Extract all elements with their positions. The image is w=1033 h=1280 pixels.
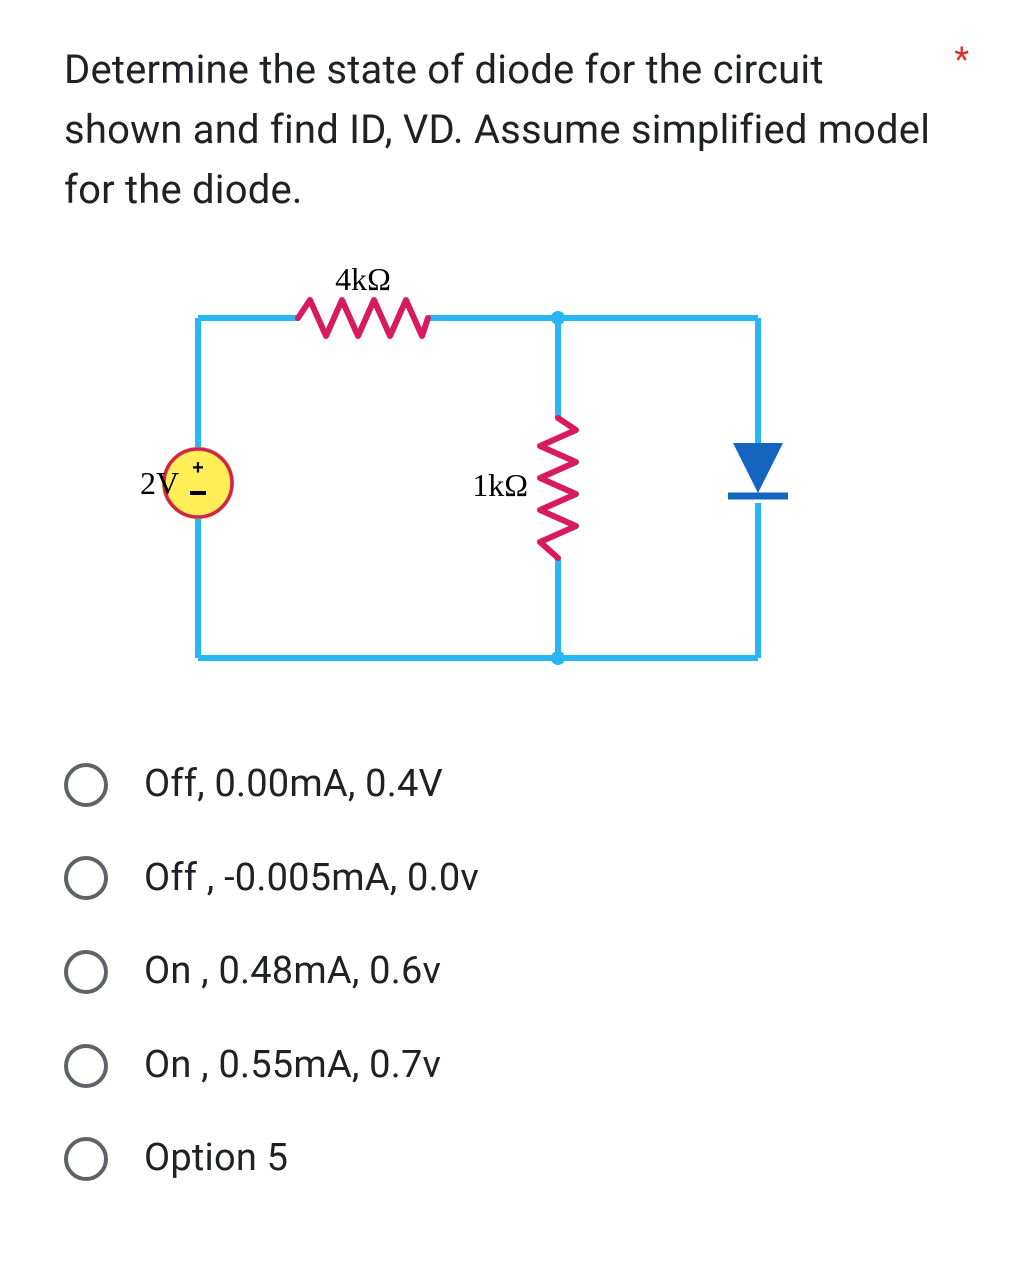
options-group: Off, 0.00mA, 0.4V Off , -0.005mA, 0.0v O… [64, 738, 969, 1206]
radio-icon[interactable] [64, 1044, 108, 1088]
option-label: On , 0.55mA, 0.7v [144, 1043, 441, 1089]
r-top-label: 4kΩ [335, 268, 391, 297]
option-label: On , 0.48mA, 0.6v [144, 949, 441, 995]
svg-text:+: + [192, 457, 204, 479]
r-right-label: 1kΩ [472, 467, 528, 503]
option-5[interactable]: Option 5 [64, 1112, 969, 1206]
source-label: 2V [140, 465, 179, 501]
question-text: Determine the state of diode for the cir… [64, 40, 944, 220]
diode [728, 443, 788, 496]
radio-icon[interactable] [64, 1137, 108, 1181]
circuit-diagram: + 2V 4kΩ 1kΩ [128, 268, 969, 702]
radio-icon[interactable] [64, 763, 108, 807]
option-1[interactable]: Off, 0.00mA, 0.4V [64, 738, 969, 832]
resistor-1k [540, 418, 576, 558]
option-label: Off, 0.00mA, 0.4V [144, 762, 443, 808]
resistor-4k [298, 300, 428, 336]
option-label: Option 5 [144, 1136, 288, 1182]
option-4[interactable]: On , 0.55mA, 0.7v [64, 1019, 969, 1113]
required-asterisk: * [954, 40, 969, 80]
option-2[interactable]: Off , -0.005mA, 0.0v [64, 832, 969, 926]
option-label: Off , -0.005mA, 0.0v [144, 856, 479, 902]
node-top-middle [551, 311, 565, 325]
radio-icon[interactable] [64, 856, 108, 900]
radio-icon[interactable] [64, 950, 108, 994]
option-3[interactable]: On , 0.48mA, 0.6v [64, 925, 969, 1019]
node-bot-middle [551, 651, 565, 665]
